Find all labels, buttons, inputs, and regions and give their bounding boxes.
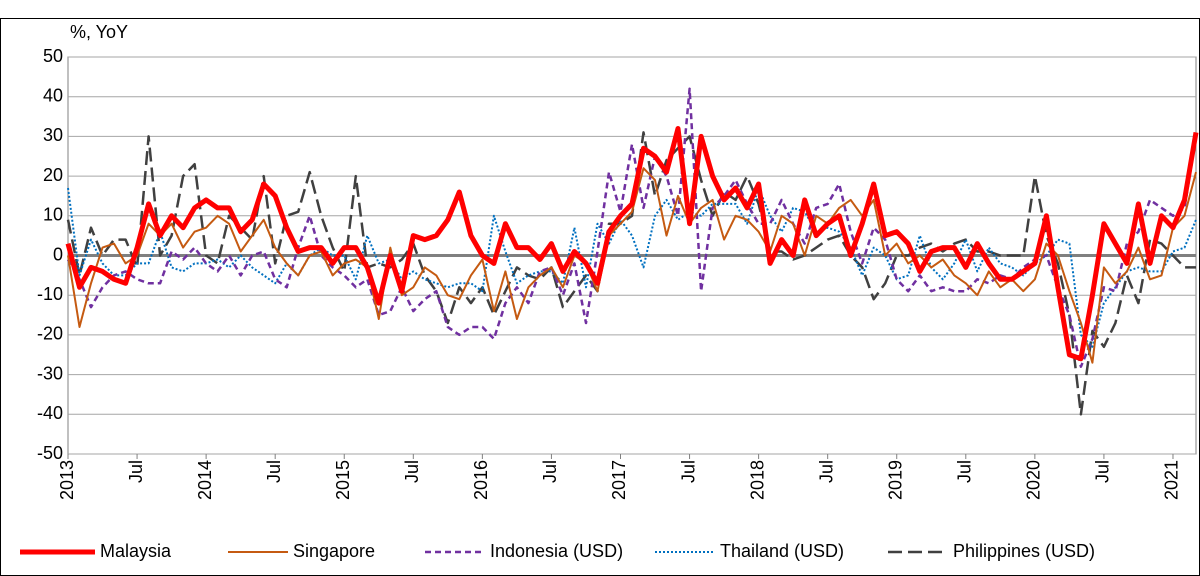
series-line [67, 187, 1197, 348]
x-tick-label: Jul [1093, 460, 1113, 483]
x-tick-label: 2015 [333, 460, 353, 500]
x-tick-label: 2017 [609, 460, 629, 500]
chart-frame [0, 18, 1200, 576]
y-tick-label: -20 [37, 324, 63, 344]
y-tick-label: 40 [43, 85, 63, 105]
x-tick-label: Jul [264, 460, 284, 483]
y-tick-label: 0 [53, 244, 63, 264]
x-tick-label: 2019 [885, 460, 905, 500]
x-tick-label: 2014 [195, 460, 215, 500]
x-tick-label: 2013 [57, 460, 77, 500]
y-tick-label: -50 [37, 443, 63, 463]
x-tick-label: 2016 [471, 460, 491, 500]
x-tick-label: Jul [955, 460, 975, 483]
y-tick-label: 50 [43, 46, 63, 66]
series-line [66, 131, 1196, 416]
y-tick-label: -30 [37, 363, 63, 383]
y-tick-label: 10 [43, 205, 63, 225]
x-tick-label: Jul [816, 460, 836, 483]
series-line [65, 126, 1199, 362]
legend-label: Indonesia (USD) [490, 541, 623, 561]
legend-label: Philippines (USD) [953, 541, 1095, 561]
x-tick-label: 2020 [1024, 460, 1044, 500]
y-axis-label: %, YoY [70, 22, 128, 42]
x-tick-label: Jul [540, 460, 560, 483]
legend-label: Thailand (USD) [720, 541, 844, 561]
x-tick-label: 2021 [1162, 460, 1182, 500]
x-tick-label: 2018 [747, 460, 767, 500]
y-tick-label: 20 [43, 165, 63, 185]
x-tick-label: Jul [678, 460, 698, 483]
series-line [67, 167, 1197, 364]
legend-label: Malaysia [100, 541, 172, 561]
y-tick-label: 30 [43, 125, 63, 145]
y-tick-label: -40 [37, 403, 63, 423]
legend-label: Singapore [293, 541, 375, 561]
x-tick-label: Jul [402, 460, 422, 483]
y-tick-label: -10 [37, 284, 63, 304]
x-tick-label: Jul [126, 460, 146, 483]
